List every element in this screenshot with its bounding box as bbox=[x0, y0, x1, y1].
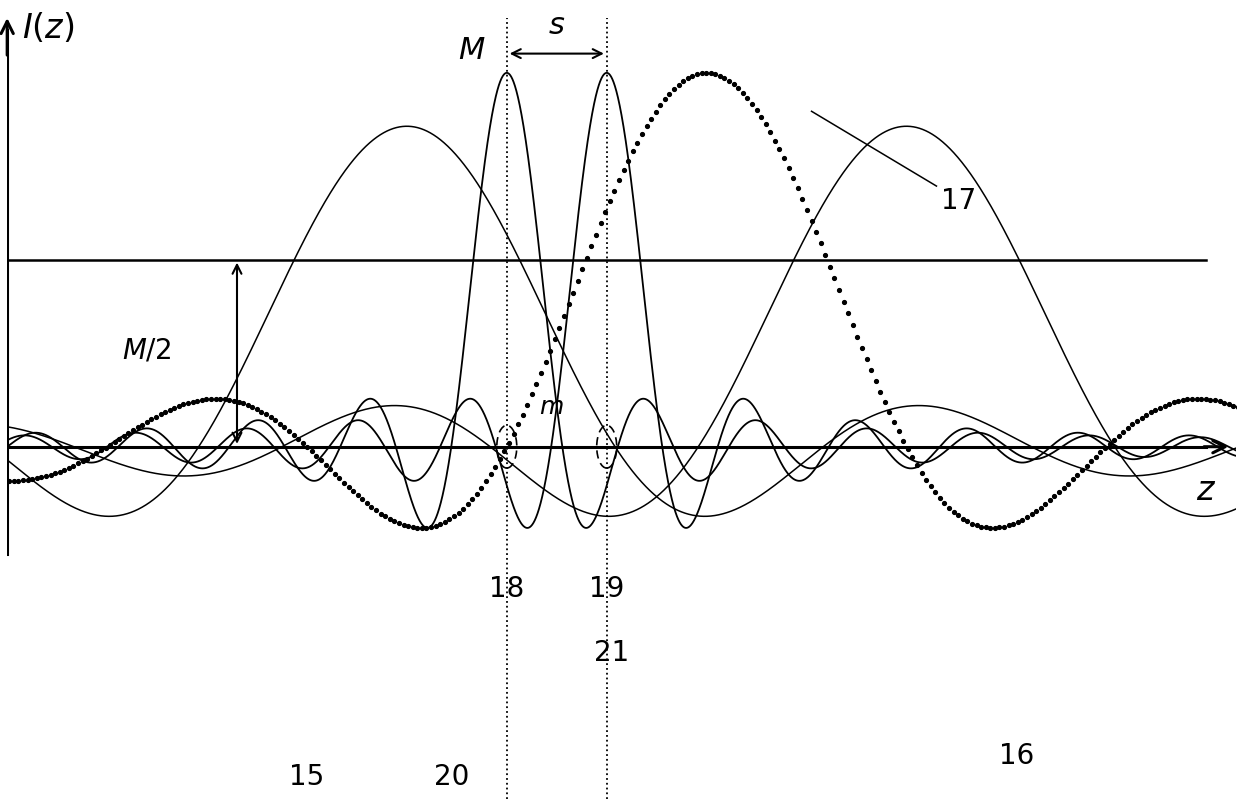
Text: $z$: $z$ bbox=[1196, 475, 1217, 508]
Text: $m$: $m$ bbox=[539, 396, 564, 419]
Text: 16: 16 bbox=[999, 742, 1035, 770]
Text: 15: 15 bbox=[290, 763, 325, 791]
Text: 21: 21 bbox=[593, 639, 629, 667]
Text: $s$: $s$ bbox=[548, 10, 565, 41]
Text: 19: 19 bbox=[589, 575, 624, 603]
Text: $M$: $M$ bbox=[458, 35, 486, 67]
Text: $I(z)$: $I(z)$ bbox=[22, 11, 74, 45]
Text: 18: 18 bbox=[489, 575, 524, 603]
Text: 20: 20 bbox=[434, 763, 470, 791]
Text: $M/2$: $M/2$ bbox=[123, 337, 172, 364]
Text: 17: 17 bbox=[942, 187, 976, 215]
